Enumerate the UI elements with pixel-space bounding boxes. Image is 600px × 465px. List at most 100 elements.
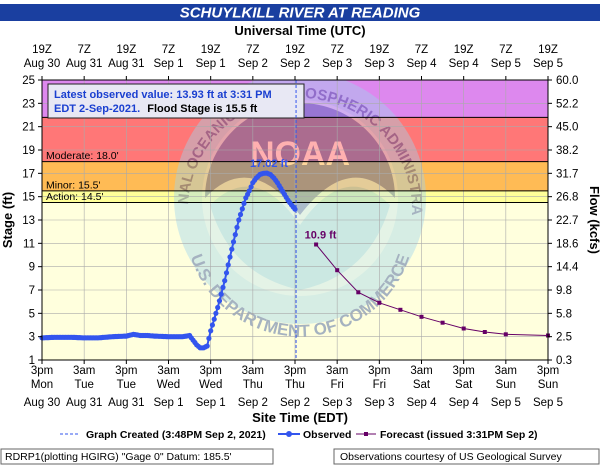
- observed-point: [223, 270, 230, 276]
- bottom-tick-day: Mon: [31, 379, 53, 391]
- forecast-point: [377, 300, 382, 305]
- bottom-tick-time: 3pm: [368, 365, 390, 377]
- footer-left-box: [0, 448, 274, 465]
- left-tick-label: 15: [22, 192, 35, 204]
- left-tick-label: 9: [29, 262, 35, 274]
- right-tick-label: 14.4: [556, 262, 579, 274]
- observed-point: [209, 322, 215, 328]
- footer-right-box: [333, 448, 600, 465]
- observed-point: [230, 239, 237, 245]
- observed-point: [220, 284, 226, 290]
- threshold-label-minor: Minor: 15.5': [46, 179, 101, 191]
- right-tick-label: 31.7: [556, 168, 578, 180]
- top-tick-date: Aug 31: [108, 58, 144, 70]
- observed-point: [234, 224, 240, 230]
- forecast-point: [356, 290, 361, 295]
- bottom-axis-title: Site Time (EDT): [252, 410, 348, 425]
- top-tick-date: Aug 31: [66, 58, 102, 70]
- bottom-tick-day: Sat: [455, 379, 473, 391]
- bottom-tick-time: 3am: [157, 365, 179, 377]
- bottom-tick-time: 3am: [495, 365, 517, 377]
- right-tick-label: 45.0: [556, 122, 578, 134]
- observed-point: [204, 343, 210, 349]
- left-tick-label: 21: [22, 122, 35, 134]
- top-tick-date: Sep 5: [533, 58, 563, 70]
- bottom-tick-day: Fri: [373, 379, 386, 391]
- observed-point: [213, 310, 219, 316]
- observed-point: [216, 298, 223, 304]
- right-tick-label: 0.3: [556, 355, 572, 367]
- bottom-axis-labels: 3pm Mon Aug 30 3am Tue Aug 31 3pm Tue Aug 31 3am W…: [24, 360, 563, 409]
- forecast-start-annotation: 10.9 ft: [305, 230, 337, 242]
- bottom-tick-time: 3pm: [115, 365, 137, 377]
- svg-text:EDT 2-Sep-2021. Flood St: EDT 2-Sep-2021. Flood Stage is 15.5 ft: [54, 103, 258, 115]
- observed-point: [237, 211, 244, 218]
- top-tick-date: Sep 4: [449, 58, 480, 70]
- top-tick-date: Aug 30: [24, 58, 60, 70]
- top-tick-time: 7Z: [162, 44, 175, 56]
- right-tick-label: 38.2: [556, 145, 578, 157]
- left-tick-label: 23: [22, 98, 35, 110]
- watermark-center-text: NOAA: [250, 135, 350, 173]
- bottom-tick-day: Wed: [199, 379, 222, 391]
- bottom-tick-time: 3am: [242, 365, 264, 377]
- bottom-tick-time: 3pm: [31, 365, 53, 377]
- top-tick-time: 19Z: [369, 44, 389, 56]
- top-tick-time: 7Z: [415, 44, 428, 56]
- latest-value-line1: Latest observed value: 13.93 ft at 3:31 …: [54, 89, 272, 101]
- series-layer: [39, 80, 550, 360]
- bottom-tick-date: Sep 2: [238, 397, 268, 409]
- top-tick-time: 19Z: [32, 44, 52, 56]
- peak-annotation: 17.02 ft: [250, 158, 288, 170]
- forecast-point: [482, 330, 487, 334]
- bottom-tick-day: Thu: [285, 379, 305, 391]
- bottom-tick-day: Sat: [413, 379, 431, 391]
- observed-point: [239, 206, 245, 212]
- top-tick-date: Sep 1: [153, 58, 183, 70]
- right-tick-label: 9.8: [556, 285, 572, 297]
- top-tick-date: Sep 3: [364, 58, 394, 70]
- bottom-tick-day: Sun: [496, 379, 516, 391]
- top-tick-date: Sep 1: [196, 58, 226, 70]
- top-tick-time: 7Z: [499, 44, 512, 56]
- legend-observed-label: Observed: [303, 429, 351, 441]
- forecast-point: [503, 332, 508, 337]
- bottom-tick-day: Fri: [330, 379, 343, 391]
- legend-created-label: Graph Created (3:48PM Sep 2, 2021): [86, 429, 266, 441]
- bottom-tick-date: Sep 4: [449, 397, 480, 409]
- latest-value-line2: EDT 2-Sep-2021.: [54, 103, 140, 115]
- left-tick-label: 11: [23, 238, 35, 250]
- right-tick-label: 5.8: [556, 308, 572, 320]
- latest-value-box: Latest observed value: 13.93 ft at 3:31 …: [47, 83, 305, 119]
- left-axis-title: Stage (ft): [0, 192, 15, 248]
- observed-point: [222, 278, 228, 284]
- right-tick-label: 52.2: [556, 98, 578, 110]
- observed-point: [211, 316, 217, 322]
- right-axis-ticks: 0.3 2.5 5.8 9.8 14.4 18.6 22.7 26.8 31.7 38.2 45.0…: [548, 75, 579, 367]
- top-tick-time: 19Z: [454, 44, 474, 56]
- top-tick-date: Sep 3: [322, 58, 352, 70]
- legend: Graph Created (3:48PM Sep 2, 2021) Obser…: [60, 429, 538, 441]
- bottom-tick-date: Sep 4: [406, 397, 437, 409]
- threshold-label-moderate: Moderate: 18.0': [46, 150, 119, 162]
- observed-point: [225, 262, 231, 268]
- forecast-point: [335, 268, 340, 273]
- left-tick-label: 5: [29, 308, 35, 320]
- bottom-tick-date: Sep 5: [533, 397, 563, 409]
- bottom-tick-date: Aug 31: [108, 397, 144, 409]
- left-tick-label: 25: [22, 75, 35, 87]
- forecast-point: [461, 326, 466, 331]
- bottom-tick-time: 3pm: [452, 365, 474, 377]
- left-tick-label: 13: [22, 215, 35, 227]
- observed-point: [248, 184, 254, 190]
- observed-point: [292, 206, 298, 212]
- top-tick-date: Sep 2: [238, 58, 268, 70]
- observed-point: [232, 232, 238, 238]
- legend-forecast-label: Forecast (issued 3:31PM Sep 2): [380, 429, 538, 441]
- top-tick-date: Sep 5: [491, 58, 521, 70]
- left-tick-label: 17: [22, 168, 35, 180]
- observed-point: [227, 254, 233, 260]
- observed-point: [236, 217, 242, 223]
- observed-point: [206, 335, 212, 341]
- left-tick-label: 19: [22, 145, 35, 157]
